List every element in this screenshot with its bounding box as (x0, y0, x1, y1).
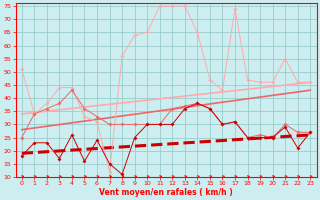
X-axis label: Vent moyen/en rafales ( km/h ): Vent moyen/en rafales ( km/h ) (99, 188, 233, 197)
